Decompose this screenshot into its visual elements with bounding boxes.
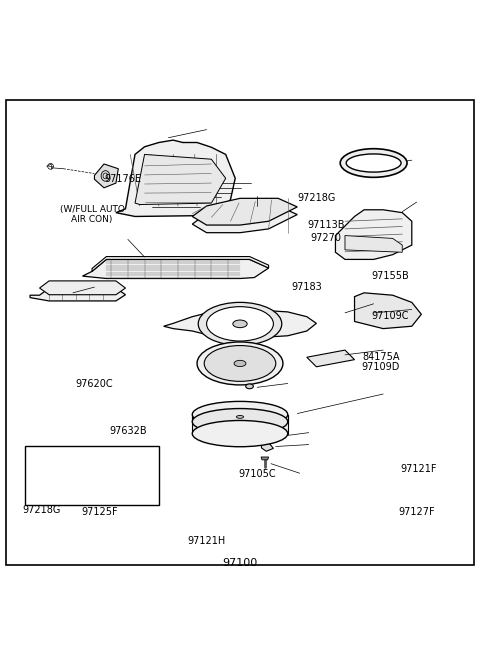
FancyBboxPatch shape xyxy=(25,446,159,505)
Text: 97121H: 97121H xyxy=(188,536,226,546)
Polygon shape xyxy=(116,140,235,216)
Polygon shape xyxy=(262,443,274,451)
Ellipse shape xyxy=(192,420,288,447)
Text: 97127F: 97127F xyxy=(398,506,435,516)
Text: 97113B: 97113B xyxy=(307,220,345,230)
Polygon shape xyxy=(345,236,402,252)
Text: 84175A: 84175A xyxy=(362,352,399,361)
Polygon shape xyxy=(192,206,297,232)
Polygon shape xyxy=(92,257,269,271)
Ellipse shape xyxy=(204,346,276,381)
FancyBboxPatch shape xyxy=(6,99,474,565)
Ellipse shape xyxy=(346,154,401,172)
Polygon shape xyxy=(192,414,288,434)
Polygon shape xyxy=(30,288,125,301)
Polygon shape xyxy=(39,281,125,295)
Text: 97100: 97100 xyxy=(222,557,258,568)
Text: 97121F: 97121F xyxy=(401,463,437,474)
Ellipse shape xyxy=(234,360,246,367)
Ellipse shape xyxy=(340,149,407,177)
Text: 97632B: 97632B xyxy=(109,426,147,436)
Text: (W/FULL AUTO
AIR CON): (W/FULL AUTO AIR CON) xyxy=(60,205,124,224)
Text: 97176E: 97176E xyxy=(105,175,142,185)
Ellipse shape xyxy=(197,342,283,385)
Polygon shape xyxy=(261,457,269,460)
Ellipse shape xyxy=(233,320,247,328)
Text: 97109D: 97109D xyxy=(361,362,400,372)
Text: 97183: 97183 xyxy=(291,282,322,293)
Polygon shape xyxy=(192,414,288,422)
Polygon shape xyxy=(355,293,421,328)
Text: 97109C: 97109C xyxy=(372,311,409,321)
Polygon shape xyxy=(265,435,273,438)
Ellipse shape xyxy=(237,416,243,418)
Text: 97218G: 97218G xyxy=(297,193,336,203)
Text: 97218G: 97218G xyxy=(23,505,61,515)
Ellipse shape xyxy=(192,401,288,428)
Text: 97620C: 97620C xyxy=(76,379,113,389)
Polygon shape xyxy=(307,350,355,367)
Polygon shape xyxy=(95,164,118,188)
Ellipse shape xyxy=(192,408,288,435)
Ellipse shape xyxy=(198,303,282,346)
Polygon shape xyxy=(39,465,78,477)
Text: 97105C: 97105C xyxy=(238,469,276,479)
Polygon shape xyxy=(192,199,297,225)
Text: 97125F: 97125F xyxy=(81,506,118,516)
Ellipse shape xyxy=(246,384,253,389)
Polygon shape xyxy=(135,154,226,205)
Polygon shape xyxy=(336,210,412,260)
Polygon shape xyxy=(49,477,68,493)
Polygon shape xyxy=(83,260,269,279)
Text: 97155B: 97155B xyxy=(372,271,409,281)
Polygon shape xyxy=(68,472,78,493)
Polygon shape xyxy=(164,310,316,338)
Ellipse shape xyxy=(206,307,274,341)
Text: 97270: 97270 xyxy=(311,233,341,243)
